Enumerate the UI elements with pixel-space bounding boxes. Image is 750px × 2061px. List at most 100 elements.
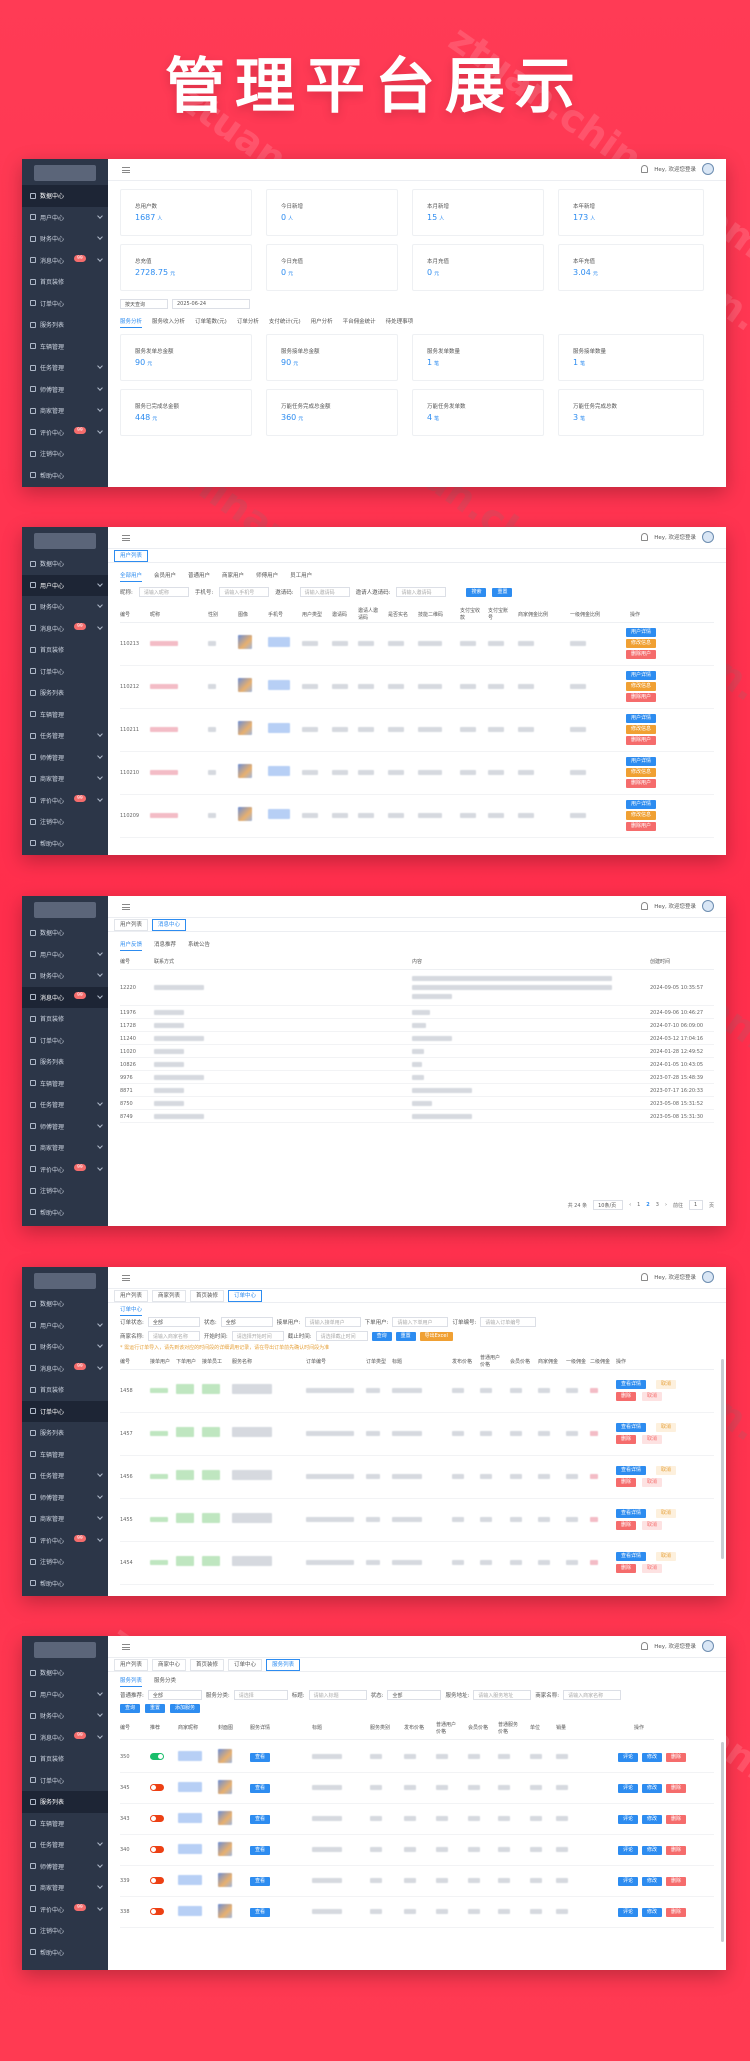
tab-income-analysis[interactable]: 服务收入分析 (152, 319, 186, 325)
sidebar-item[interactable]: 师傅管理 (22, 379, 108, 401)
delete-user-button[interactable]: 删除用户 (626, 736, 657, 745)
menu-toggle-icon[interactable] (122, 166, 130, 173)
bell-icon[interactable] (641, 1642, 649, 1650)
date-picker[interactable]: 2025-06-24 (172, 299, 250, 309)
sidebar-item[interactable]: 帮助中心 (22, 465, 108, 487)
edit-user-button[interactable]: 修改信息 (626, 811, 657, 820)
delete-user-button[interactable]: 删除用户 (626, 650, 657, 659)
sidebar-item[interactable]: 数据中心 (22, 1662, 108, 1684)
sidebar-item[interactable]: 帮助中心 (22, 833, 108, 855)
user-greeting[interactable]: Hey, 欢迎您登录 (654, 167, 696, 173)
order-cancel-button[interactable]: 取消 (642, 1521, 663, 1530)
bell-icon[interactable] (641, 902, 649, 910)
menu-toggle-icon[interactable] (122, 1643, 130, 1650)
order-detail-button[interactable]: 查看详情 (616, 1423, 647, 1432)
tab-service-list-sub[interactable]: 服务列表 (120, 1676, 143, 1687)
order-cancel-button[interactable]: 取消 (656, 1509, 677, 1518)
sidebar-item[interactable]: 商家管理 (22, 1508, 108, 1530)
tab-service-category[interactable]: 服务分类 (154, 1678, 177, 1684)
edit-service-button[interactable]: 修改 (642, 1753, 663, 1762)
edit-service-button[interactable]: 修改 (642, 1846, 663, 1855)
recommend-toggle[interactable] (150, 1846, 164, 1853)
order-cancel-button[interactable]: 取消 (642, 1392, 663, 1401)
order-cancel-button[interactable]: 取消 (656, 1423, 677, 1432)
tab-merchant-users[interactable]: 商家用户 (222, 573, 245, 579)
tab-merchant-list[interactable]: 商家列表 (152, 1289, 187, 1302)
sidebar-item[interactable]: 首页装修 (22, 639, 108, 661)
sidebar-item[interactable]: 消息中心 99 (22, 618, 108, 640)
tab-all-users[interactable]: 全部用户 (120, 571, 143, 582)
sidebar-item[interactable]: 评价中心 99 (22, 1159, 108, 1181)
sidebar-item[interactable]: 订单中心 (22, 1770, 108, 1792)
sidebar-item[interactable]: 师傅管理 (22, 1856, 108, 1878)
sidebar-item[interactable]: 商家管理 (22, 1137, 108, 1159)
sidebar-item[interactable]: 服务列表 (22, 682, 108, 704)
sidebar-item[interactable]: 任务管理 (22, 357, 108, 379)
order-no-input[interactable]: 请输入订单编号 (480, 1317, 537, 1327)
order-delete-button[interactable]: 删除 (616, 1392, 637, 1401)
edit-service-button[interactable]: 修改 (642, 1784, 663, 1793)
sidebar-item[interactable]: 首页装修 (22, 1379, 108, 1401)
delete-user-button[interactable]: 删除用户 (626, 693, 657, 702)
table-scrollbar[interactable] (721, 1359, 724, 1559)
tab-merchant-center[interactable]: 商家中心 (152, 1658, 187, 1671)
user-greeting[interactable]: Hey, 欢迎您登录 (654, 1275, 696, 1281)
end-time-input[interactable]: 请选择截止时间 (315, 1331, 368, 1341)
tab-order-center[interactable]: 订单中心 (228, 1289, 263, 1302)
avatar[interactable] (702, 163, 714, 175)
edit-user-button[interactable]: 修改信息 (626, 639, 657, 648)
order-cancel-button[interactable]: 取消 (642, 1564, 663, 1573)
status-select[interactable]: 全部 (220, 1317, 273, 1327)
sidebar-item[interactable]: 首页装修 (22, 1748, 108, 1770)
order-cancel-button[interactable]: 取消 (656, 1466, 677, 1475)
order-cancel-button[interactable]: 取消 (656, 1380, 677, 1389)
sidebar-item[interactable]: 商家管理 (22, 400, 108, 422)
tab-order-analysis[interactable]: 订单分析 (236, 319, 259, 325)
avatar[interactable] (702, 531, 714, 543)
period-select[interactable]: 按天查询 (120, 299, 168, 309)
tab-payment-stats[interactable]: 支付统计(元) (268, 319, 301, 325)
sidebar-item[interactable]: 车辆管理 (22, 336, 108, 358)
delete-user-button[interactable]: 删除用户 (626, 822, 657, 831)
status-select[interactable]: 全部 (387, 1690, 442, 1700)
view-detail-button[interactable]: 查看 (250, 1815, 271, 1824)
sidebar-item[interactable]: 通行管理 (22, 1963, 108, 1970)
tab-master-users[interactable]: 师傅用户 (256, 573, 279, 579)
table-scrollbar[interactable] (721, 1742, 724, 1942)
sidebar-item[interactable]: 评价中心 99 (22, 1530, 108, 1552)
export-excel-button[interactable]: 导出Excel (419, 1331, 453, 1341)
sidebar-item[interactable]: 师傅管理 (22, 1487, 108, 1509)
sidebar-item[interactable]: 消息中心 99 (22, 986, 108, 1008)
sidebar-item[interactable]: 注销中心 (22, 1180, 108, 1202)
edit-user-button[interactable]: 修改信息 (626, 768, 657, 777)
merchant-name-input[interactable]: 请输入商家名称 (563, 1690, 622, 1700)
user-greeting[interactable]: Hey, 欢迎您登录 (654, 904, 696, 910)
order-status-select[interactable]: 全部 (147, 1317, 200, 1327)
sidebar-item[interactable]: 帮助中心 (22, 1573, 108, 1595)
edit-service-button[interactable]: 修改 (642, 1908, 663, 1917)
sidebar-item[interactable]: 帮助中心 (22, 1942, 108, 1964)
tab-home-decor[interactable]: 首页装修 (190, 1289, 225, 1302)
edit-user-button[interactable]: 修改信息 (626, 725, 657, 734)
sidebar-item[interactable]: 首页装修 (22, 271, 108, 293)
sidebar-item[interactable]: 车辆管理 (22, 1444, 108, 1466)
view-detail-button[interactable]: 查看 (250, 1753, 271, 1762)
user-greeting[interactable]: Hey, 欢迎您登录 (654, 1644, 696, 1650)
title-input[interactable]: 请输入标题 (308, 1690, 367, 1700)
sidebar-item[interactable]: 财务中心 (22, 965, 108, 987)
merchant-name-input[interactable]: 请输入商家名称 (147, 1331, 200, 1341)
recommend-toggle[interactable] (150, 1753, 164, 1760)
edit-service-button[interactable]: 修改 (642, 1877, 663, 1886)
user-detail-button[interactable]: 用户详情 (626, 757, 657, 766)
sidebar-item[interactable]: 服务列表 (22, 314, 108, 336)
sidebar-item[interactable]: 车辆管理 (22, 1073, 108, 1095)
address-input[interactable]: 请输入服务地址 (473, 1690, 532, 1700)
sidebar-item[interactable]: 订单中心 (22, 661, 108, 683)
phone-input[interactable]: 请输入手机号 (219, 587, 270, 597)
sidebar-item[interactable]: 任务管理 (22, 1094, 108, 1116)
tab-staff-users[interactable]: 员工用户 (290, 573, 313, 579)
sidebar-item[interactable]: 数据中心 (22, 185, 108, 207)
inviter-code-input[interactable]: 请输入邀请码 (396, 587, 447, 597)
category-select[interactable]: 请选择 (233, 1690, 288, 1700)
start-time-input[interactable]: 请选择开始时间 (231, 1331, 284, 1341)
